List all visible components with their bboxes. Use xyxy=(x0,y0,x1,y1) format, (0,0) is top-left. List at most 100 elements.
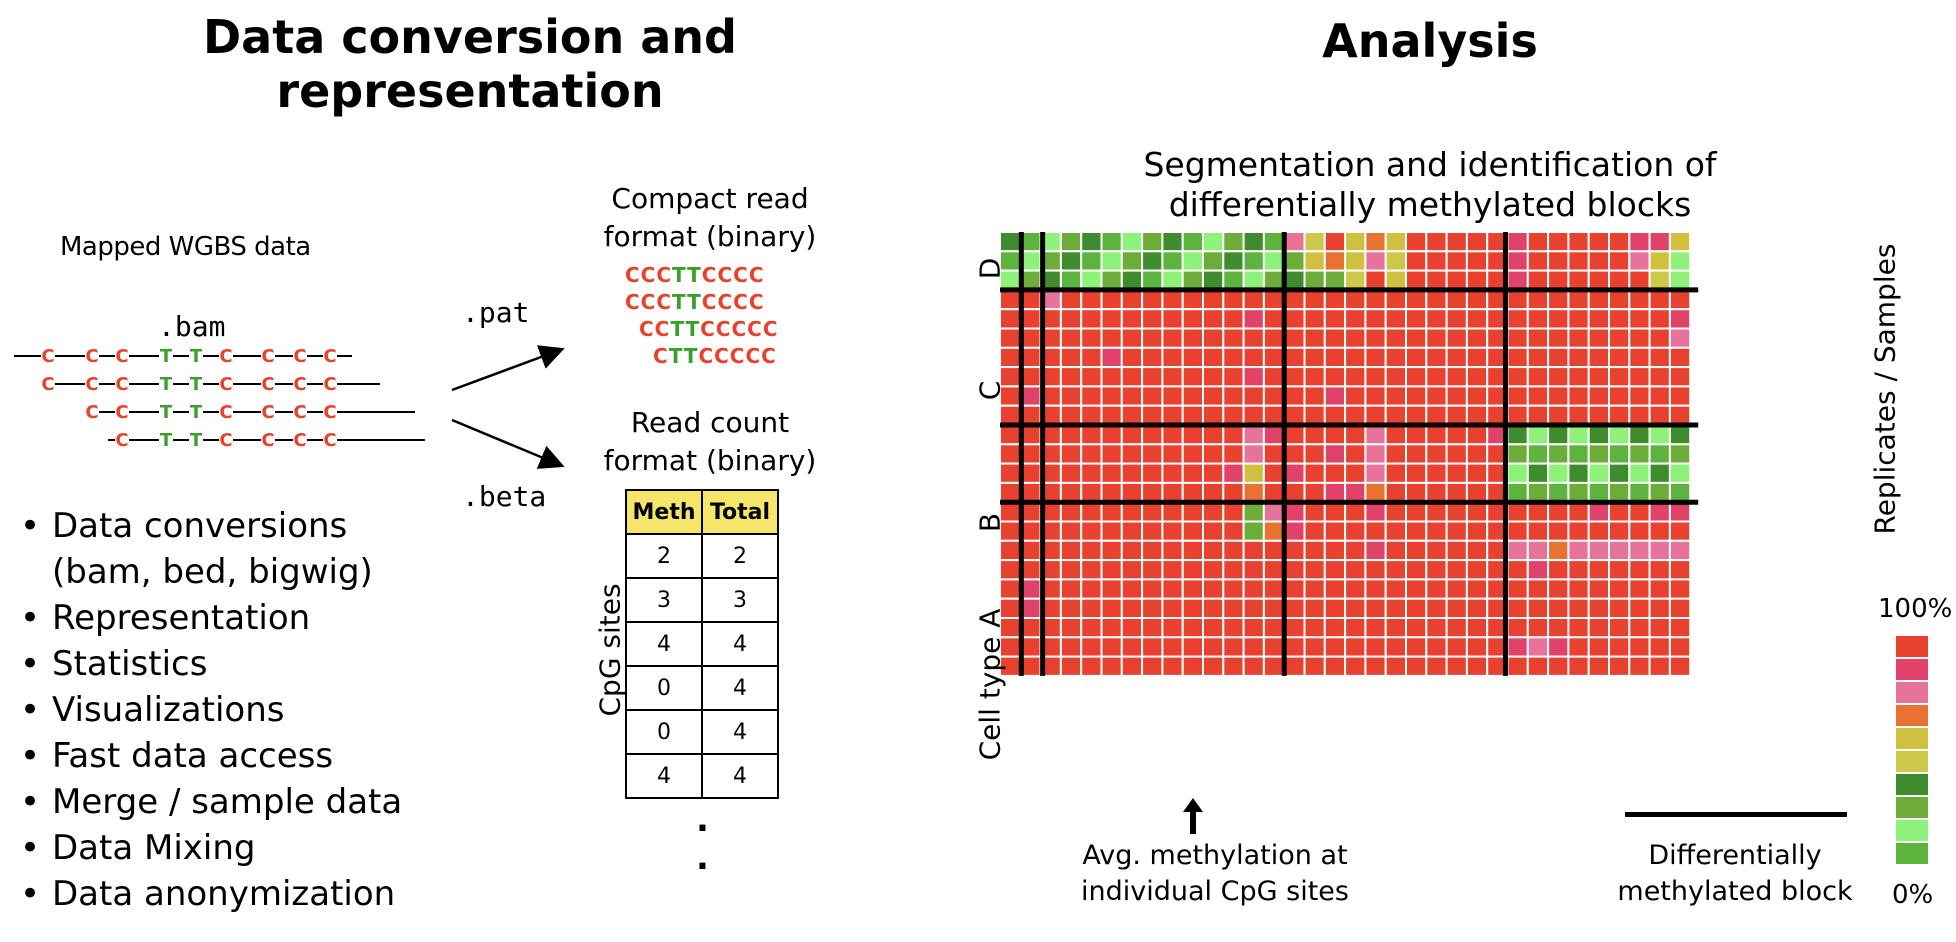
heatmap-cell xyxy=(1526,559,1550,581)
heatmap-cell xyxy=(1120,288,1144,311)
heatmap-cell xyxy=(1628,288,1651,311)
heatmap-cell xyxy=(1181,578,1204,600)
heatmap-cell xyxy=(1141,617,1164,639)
heatmap-cell xyxy=(1547,578,1570,600)
legend-swatch xyxy=(1896,705,1928,726)
heatmap-cell xyxy=(1059,501,1083,523)
heatmap-cell xyxy=(1059,346,1083,369)
heatmap-cell xyxy=(1283,559,1306,581)
heatmap-cell xyxy=(1567,462,1590,484)
heatmap-cell xyxy=(1364,424,1387,446)
read-count-label: Read count format (binary) xyxy=(580,404,840,480)
heatmap-cell xyxy=(1222,539,1245,562)
heatmap-cell xyxy=(1181,462,1204,484)
heatmap-cell xyxy=(1080,404,1103,426)
heatmap-cell xyxy=(1303,385,1326,407)
y-axis-label: Replicates / Samples xyxy=(1868,243,1902,535)
heatmap-cell xyxy=(1567,520,1590,542)
heatmap-cell xyxy=(1120,385,1144,407)
heatmap-cell xyxy=(1181,404,1204,426)
block-bar xyxy=(1625,812,1847,817)
heatmap-cell xyxy=(1059,559,1083,581)
heatmap-cell xyxy=(1141,443,1164,465)
header-meth: Meth xyxy=(625,489,703,535)
heatmap-cell xyxy=(1465,655,1489,677)
heatmap-cell xyxy=(1648,269,1671,291)
heatmap-cell xyxy=(1425,232,1448,253)
heatmap-cell xyxy=(1100,501,1123,523)
heatmap-cell xyxy=(1262,462,1286,484)
heatmap-cell xyxy=(1445,597,1468,620)
heatmap-cell xyxy=(1344,424,1367,446)
heatmap-cell xyxy=(1405,520,1428,542)
left-title-line2: representation xyxy=(276,64,664,118)
read-base: C xyxy=(323,346,336,367)
heatmap-cell xyxy=(1242,269,1265,291)
heatmap-cell xyxy=(1323,597,1347,620)
heatmap-cell xyxy=(1100,636,1123,658)
heatmap-cell xyxy=(1161,366,1184,388)
total-cell: 2 xyxy=(701,533,779,579)
heatmap-cell xyxy=(1608,404,1631,426)
heatmap-cell xyxy=(1161,578,1184,600)
heatmap-cell xyxy=(1425,250,1448,272)
read-base-bg xyxy=(85,402,99,420)
heatmap-cell xyxy=(1242,232,1265,253)
heatmap-cell xyxy=(1648,655,1671,677)
heatmap-cell xyxy=(1425,539,1448,562)
heatmap-cell xyxy=(1344,288,1367,311)
heatmap-cell xyxy=(1344,232,1367,253)
heatmap-cell xyxy=(1384,655,1408,677)
heatmap-cell xyxy=(1587,481,1611,504)
heatmap-cell xyxy=(1587,250,1611,272)
heatmap-cell xyxy=(1567,327,1590,349)
heatmap-cell xyxy=(1668,481,1692,504)
heatmap-cell xyxy=(1242,539,1265,562)
heatmap-cell xyxy=(1526,404,1550,426)
heatmap-cell xyxy=(1141,597,1164,620)
meth-cell: 0 xyxy=(625,709,703,755)
heatmap-cell xyxy=(1526,308,1550,330)
read-base: C xyxy=(323,374,336,395)
ellipsis-dot-2: . xyxy=(696,838,709,878)
heatmap-cell xyxy=(1323,232,1347,253)
heatmap-cell xyxy=(1608,559,1631,581)
heatmap-cell xyxy=(1364,578,1387,600)
heatmap-cell xyxy=(1668,520,1692,542)
heatmap-cell xyxy=(1465,308,1489,330)
heatmap-cell xyxy=(1262,250,1286,272)
heatmap-cell xyxy=(1445,501,1468,523)
read-alignment: C C C T T C C C CC C C T T C C C CC C T T C C C CC T T C C C C xyxy=(14,346,425,451)
read-base-bg xyxy=(159,346,173,364)
heatmap-cell xyxy=(1648,288,1671,311)
heatmap-cell xyxy=(1344,578,1367,600)
subtitle-line2: differentially methylated blocks xyxy=(1168,185,1692,224)
heatmap-cell xyxy=(1567,424,1590,446)
heatmap-cell xyxy=(1364,520,1387,542)
read-base: C xyxy=(293,374,306,395)
heatmap-cell xyxy=(1262,308,1286,330)
heatmap-cell xyxy=(1059,462,1083,484)
heatmap-cell xyxy=(1161,232,1184,253)
read-base: C xyxy=(85,402,98,423)
heatmap-cell xyxy=(1303,655,1326,677)
heatmap-cell xyxy=(1425,520,1448,542)
heatmap-cell xyxy=(1648,559,1671,581)
heatmap-cell xyxy=(1587,346,1611,369)
feature-item: Data conversions xyxy=(18,503,402,549)
heatmap-cell xyxy=(1242,520,1265,542)
heatmap-cell xyxy=(1506,617,1529,639)
heatmap-cell xyxy=(1262,501,1286,523)
heatmap-cell xyxy=(1587,578,1611,600)
heatmap-cell xyxy=(1384,250,1408,272)
heatmap-cell xyxy=(1364,308,1387,330)
heatmap-cell xyxy=(1120,520,1144,542)
heatmap-cell xyxy=(1587,327,1611,349)
total-cell: 4 xyxy=(701,753,779,799)
heatmap-cell xyxy=(1323,617,1347,639)
heatmap-cell xyxy=(1262,385,1286,407)
heatmap-cell xyxy=(1303,636,1326,658)
heatmap-cell xyxy=(1222,288,1245,311)
read-base: C xyxy=(115,402,128,423)
